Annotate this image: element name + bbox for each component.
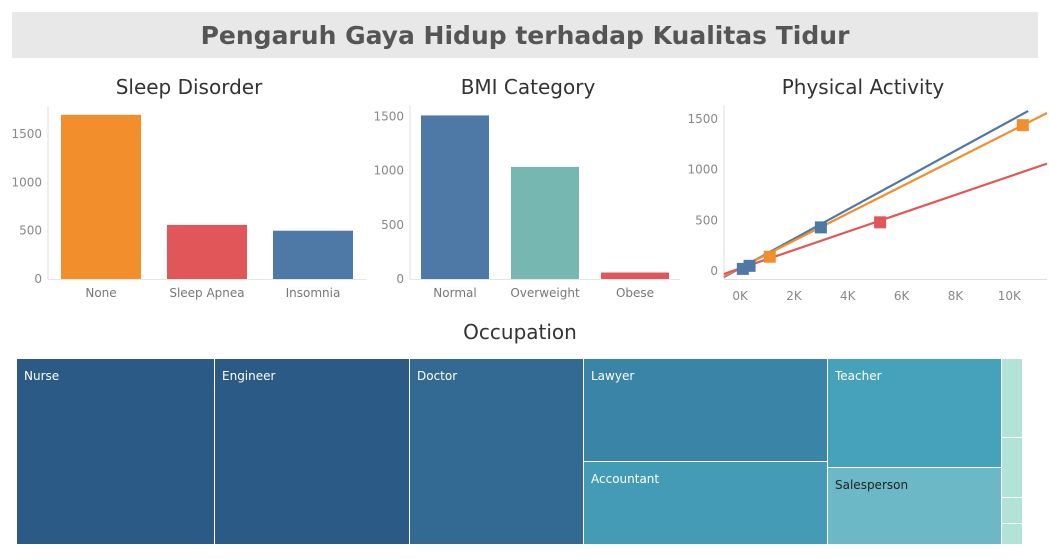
- sleep-disorder-y-tick-label: 1500: [11, 127, 42, 141]
- occupation-cell: Nurse: [17, 359, 215, 545]
- occupation-cell: [1002, 438, 1023, 498]
- physical-activity-point: [814, 221, 827, 234]
- occupation-cell: Lawyer: [584, 359, 828, 462]
- occupation-treemap: Nurse Engineer Doctor Lawyer Accountant Teach…: [17, 359, 1023, 545]
- physical-activity-trend-line: [723, 112, 1048, 277]
- bmi-category-chart: BMI Category 0 500 1000 1500 Normal Overweight…: [373, 75, 680, 300]
- sleep-disorder-y-tick-label: 1000: [11, 175, 42, 189]
- occupation-cell-label: Teacher: [835, 369, 882, 383]
- bmi-category-title: BMI Category: [461, 75, 596, 99]
- bmi-category-y-tick-label: 500: [381, 218, 404, 232]
- physical-activity-y-tick-label: 0: [710, 264, 718, 278]
- physical-activity-y-tick-label: 1500: [687, 112, 718, 126]
- bmi-category-bar: [601, 272, 669, 279]
- physical-activity-point: [763, 250, 776, 263]
- bmi-category-bar: [421, 115, 489, 279]
- occupation-cell-label: Accountant: [591, 472, 660, 486]
- occupation-cell: Salesperson: [828, 468, 1002, 545]
- bmi-category-x-tick-label: Obese: [616, 286, 654, 300]
- occupation-cell-label: Doctor: [417, 369, 458, 383]
- sleep-disorder-chart: Sleep Disorder 0 500 1000 1500 None Sleep Apne…: [11, 75, 366, 300]
- occupation-cell: [1002, 498, 1023, 524]
- physical-activity-y-tick-label: 1000: [687, 163, 718, 177]
- occupation-cell-label: Salesperson: [835, 478, 909, 492]
- physical-activity-point: [1016, 119, 1029, 132]
- physical-activity-chart: Physical Activity 0 500 1000 1500 0K 2K 4K 6K 8K 1…: [687, 75, 1048, 303]
- sleep-disorder-y-tick-label: 0: [34, 272, 42, 286]
- bmi-category-bar: [511, 166, 579, 279]
- sleep-disorder-x-tick-label: Sleep Apnea: [169, 286, 244, 300]
- occupation-title: Occupation: [463, 320, 577, 344]
- occupation-cell: Doctor: [410, 359, 584, 545]
- occupation-cell: [1002, 359, 1023, 438]
- physical-activity-point: [874, 216, 887, 229]
- dashboard-title-banner: Pengaruh Gaya Hidup terhadap Kualitas Ti…: [12, 12, 1038, 58]
- physical-activity-x-tick-label: 10K: [998, 289, 1022, 303]
- bmi-category-y-tick-label: 1500: [373, 110, 404, 124]
- physical-activity-x-tick-label: 0K: [732, 289, 749, 303]
- sleep-disorder-title: Sleep Disorder: [116, 75, 263, 99]
- bmi-category-x-tick-label: Normal: [433, 286, 476, 300]
- bmi-category-x-tick-label: Overweight: [510, 286, 580, 300]
- physical-activity-x-tick-label: 8K: [948, 289, 965, 303]
- occupation-cell: Teacher: [828, 359, 1002, 468]
- occupation-cell: Accountant: [584, 462, 828, 545]
- sleep-disorder-x-tick-label: None: [85, 286, 116, 300]
- physical-activity-y-tick-label: 500: [695, 213, 718, 227]
- occupation-cell: [1002, 524, 1023, 545]
- occupation-cell: Engineer: [215, 359, 410, 545]
- dashboard-title: Pengaruh Gaya Hidup terhadap Kualitas Ti…: [200, 20, 850, 50]
- bmi-category-y-tick-label: 1000: [373, 164, 404, 178]
- physical-activity-point: [743, 259, 756, 272]
- occupation-cell-label: Lawyer: [591, 369, 635, 383]
- physical-activity-x-tick-label: 4K: [840, 289, 857, 303]
- physical-activity-x-tick-label: 2K: [786, 289, 803, 303]
- sleep-disorder-x-tick-label: Insomnia: [286, 286, 341, 300]
- sleep-disorder-bar: [167, 224, 247, 279]
- sleep-disorder-bar: [61, 114, 141, 279]
- occupation-cell-label: Engineer: [222, 369, 276, 383]
- physical-activity-title: Physical Activity: [782, 75, 945, 99]
- bmi-category-y-tick-label: 0: [396, 272, 404, 286]
- occupation-cell-label: Nurse: [24, 369, 60, 383]
- physical-activity-x-tick-label: 6K: [894, 289, 911, 303]
- sleep-disorder-y-tick-label: 500: [19, 224, 42, 238]
- sleep-disorder-bar: [273, 230, 353, 279]
